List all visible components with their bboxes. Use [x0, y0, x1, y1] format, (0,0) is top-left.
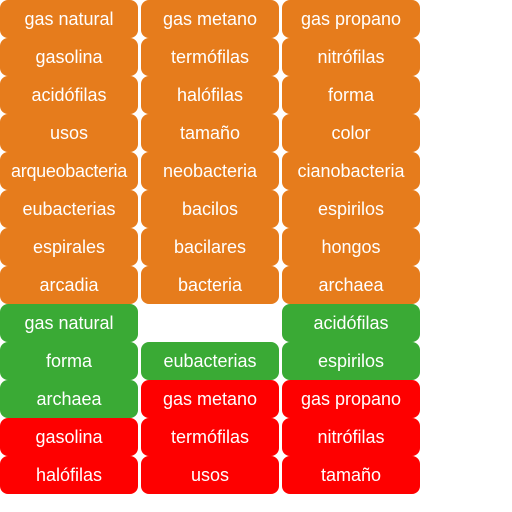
board-row: gasolina termófilas nitrófilas — [0, 418, 420, 456]
word-tile[interactable]: espirales — [0, 228, 138, 266]
word-tile[interactable]: bacilos — [141, 190, 279, 228]
word-tile[interactable]: gasolina — [0, 38, 138, 76]
board-row: arqueobacteria neobacteria cianobacteria — [0, 152, 420, 190]
word-tile[interactable]: usos — [0, 114, 138, 152]
word-tile[interactable]: gas metano — [141, 0, 279, 38]
word-tile[interactable]: bacteria — [141, 266, 279, 304]
word-tile[interactable]: arqueobacteria — [0, 152, 138, 190]
board-row: eubacterias bacilos espirilos — [0, 190, 420, 228]
board-row: acidófilas halófilas forma — [0, 76, 420, 114]
word-tile[interactable]: nitrófilas — [282, 38, 420, 76]
word-tile[interactable]: forma — [0, 342, 138, 380]
word-tile[interactable]: acidófilas — [0, 76, 138, 114]
board-row: archaea gas metano gas propano — [0, 380, 420, 418]
word-tile[interactable]: espirilos — [282, 190, 420, 228]
board-row: espirales bacilares hongos — [0, 228, 420, 266]
word-tile[interactable]: forma — [282, 76, 420, 114]
word-tile[interactable]: nitrófilas — [282, 418, 420, 456]
word-tile[interactable]: acidófilas — [282, 304, 420, 342]
board-row: forma eubacterias espirilos — [0, 342, 420, 380]
board-row: arcadia bacteria archaea — [0, 266, 420, 304]
board-row: gas natural gas metano gas propano — [0, 0, 420, 38]
word-tile[interactable]: bacilares — [141, 228, 279, 266]
word-tile[interactable]: gas propano — [282, 380, 420, 418]
word-tile[interactable]: hongos — [282, 228, 420, 266]
word-tile[interactable]: termófilas — [141, 38, 279, 76]
word-tile[interactable]: archaea — [0, 380, 138, 418]
word-tile[interactable]: tamaño — [282, 456, 420, 494]
word-tile[interactable]: halófilas — [141, 76, 279, 114]
word-tile[interactable]: gas propano — [282, 0, 420, 38]
word-tile[interactable]: eubacterias — [141, 342, 279, 380]
word-tile[interactable]: eubacterias — [0, 190, 138, 228]
board-row: halófilas usos tamaño — [0, 456, 420, 494]
word-tile[interactable]: gas natural — [0, 0, 138, 38]
word-tile[interactable]: arcadia — [0, 266, 138, 304]
word-tile[interactable]: halófilas — [0, 456, 138, 494]
empty-slot — [141, 304, 279, 342]
word-tile[interactable]: gas metano — [141, 380, 279, 418]
board-row: gas natural acidófilas — [0, 304, 420, 342]
word-tile[interactable]: gasolina — [0, 418, 138, 456]
board-row: gasolina termófilas nitrófilas — [0, 38, 420, 76]
word-tile[interactable]: color — [282, 114, 420, 152]
board-row: usos tamaño color — [0, 114, 420, 152]
word-tile[interactable]: neobacteria — [141, 152, 279, 190]
word-board: gas natural gas metano gas propano gasol… — [0, 0, 420, 494]
word-tile[interactable]: espirilos — [282, 342, 420, 380]
word-tile[interactable]: gas natural — [0, 304, 138, 342]
word-tile[interactable]: tamaño — [141, 114, 279, 152]
word-tile[interactable]: archaea — [282, 266, 420, 304]
word-tile[interactable]: usos — [141, 456, 279, 494]
word-tile[interactable]: termófilas — [141, 418, 279, 456]
word-tile[interactable]: cianobacteria — [282, 152, 420, 190]
